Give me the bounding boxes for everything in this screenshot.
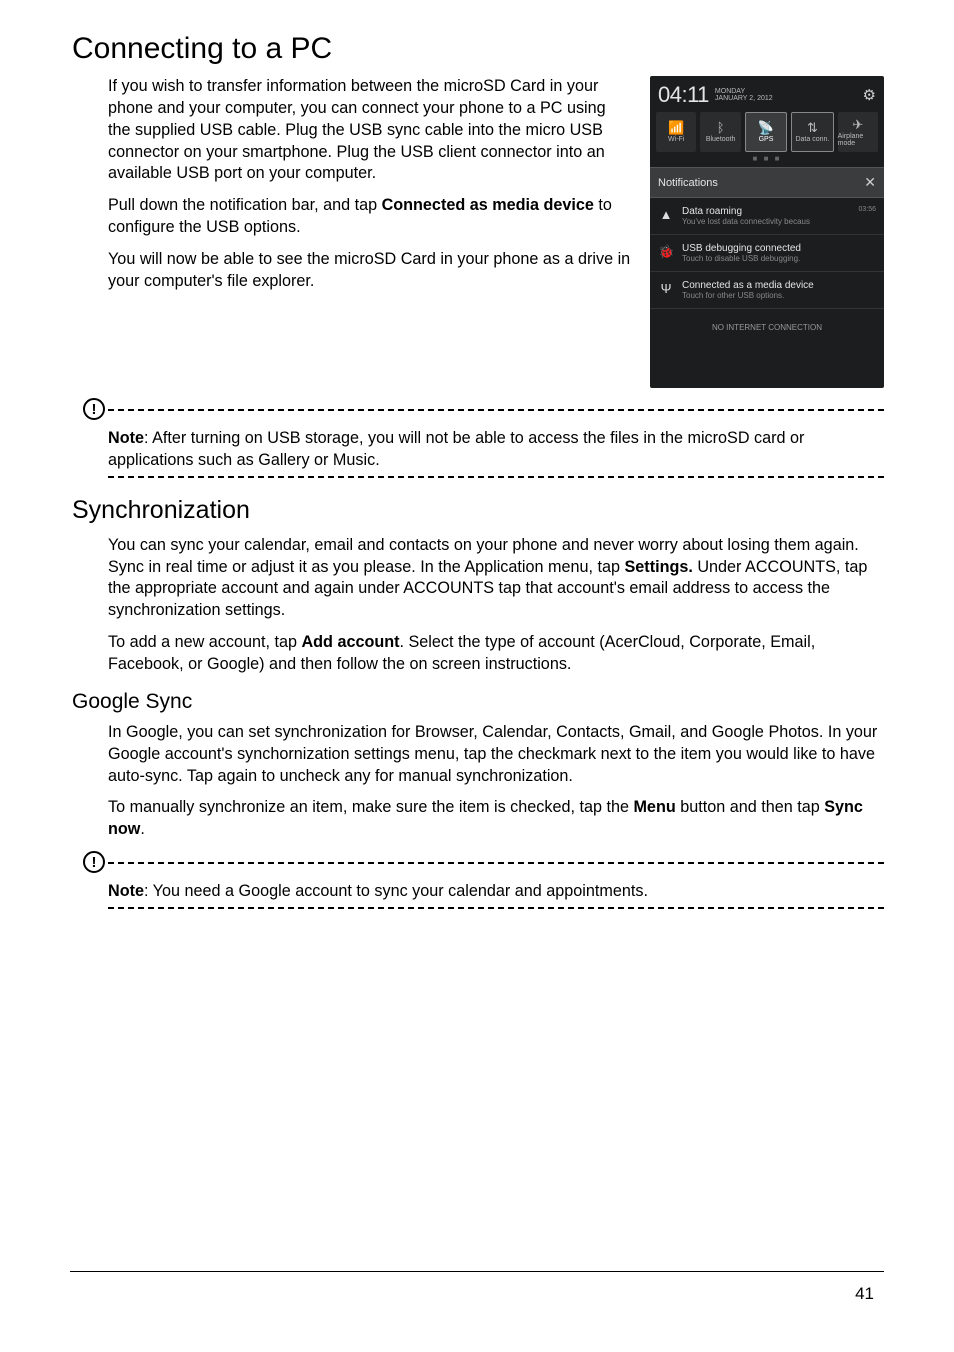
usb-icon: Ψ [658, 281, 674, 296]
bold-add-account: Add account [301, 633, 399, 651]
note-google-account: Note: You need a Google account to sync … [108, 881, 884, 903]
notif-subtitle: Touch to disable USB debugging. [682, 254, 801, 263]
toggle-label: Bluetooth [706, 136, 736, 143]
note-usb-storage: Note: After turning on USB storage, you … [108, 428, 884, 472]
warning-icon: ▲ [658, 207, 674, 222]
toggle-data: ⇅ Data conn. [791, 112, 833, 152]
notif-time: 03:56 [858, 206, 876, 213]
text-frag: . [140, 820, 145, 838]
notif-title: Data roaming [682, 206, 810, 217]
paragraph-pulldown: Pull down the notification bar, and tap … [108, 195, 632, 239]
heading-connecting: Connecting to a PC [72, 32, 884, 66]
phone-notification-item: Ψ Connected as a media device Touch for … [650, 272, 884, 309]
text-frag: To manually synchronize an item, make su… [108, 798, 633, 816]
page-number: 41 [855, 1284, 874, 1304]
paragraph-google-sync: In Google, you can set synchronization f… [108, 722, 884, 788]
phone-screenshot: 04:11 MONDAY JANUARY 2, 2012 ⚙ 📶 Wi-Fi ᛒB… [650, 76, 884, 388]
phone-date-day: MONDAY [715, 88, 773, 95]
note-label: Note [108, 429, 144, 447]
toggle-wifi: 📶 Wi-Fi [656, 112, 696, 152]
notif-title: Connected as a media device [682, 280, 814, 291]
footer-rule [70, 1271, 884, 1272]
phone-status-bar: 04:11 MONDAY JANUARY 2, 2012 ⚙ [650, 76, 884, 112]
toggle-label: Wi-Fi [668, 136, 684, 143]
dashed-divider [108, 476, 884, 478]
notifications-label: Notifications [658, 177, 718, 189]
notif-subtitle: You've lost data connectivity becaus [682, 217, 810, 226]
notif-subtitle: Touch for other USB options. [682, 291, 814, 300]
phone-quick-toggles: 📶 Wi-Fi ᛒ Bluetooth 📡 GPS ⇅ Data conn. ✈ Airp… [650, 112, 884, 158]
phone-notification-item: 🐞 USB debugging connected Touch to disab… [650, 235, 884, 272]
toggle-label: GPS [759, 136, 774, 143]
toggle-airplane: ✈ Airplane mode [838, 112, 878, 152]
text-frag: : You need a Google account to sync your… [144, 882, 648, 900]
heading-google-sync: Google Sync [72, 690, 884, 714]
toggle-bluetooth: ᛒ Bluetooth [700, 112, 740, 152]
toggle-gps: 📡 GPS [745, 112, 787, 152]
toggle-label: Data conn. [795, 136, 829, 143]
dashed-divider [108, 862, 884, 864]
phone-notification-item: ▲ Data roaming You've lost data connecti… [650, 198, 884, 235]
bold-settings: Settings. [625, 558, 693, 576]
bold-connected-as-media: Connected as media device [382, 196, 594, 214]
note-icon: ! [83, 851, 105, 873]
settings-icon: ⚙ [863, 86, 876, 104]
phone-time: 04:11 [658, 82, 709, 108]
phone-no-connection: NO INTERNET CONNECTION [650, 309, 884, 344]
heading-synchronization: Synchronization [72, 496, 884, 525]
phone-notifications-header: Notifications ✕ [650, 167, 884, 198]
gps-icon: 📡 [758, 121, 774, 134]
text-frag: : After turning on USB storage, you will… [108, 429, 804, 469]
wifi-icon: 📶 [668, 121, 684, 134]
dashed-divider [108, 907, 884, 909]
note-label: Note [108, 882, 144, 900]
paragraph-result: You will now be able to see the microSD … [108, 249, 632, 293]
bluetooth-icon: ᛒ [717, 121, 725, 134]
phone-page-dots: ■ ■ ■ [650, 154, 884, 163]
airplane-icon: ✈ [852, 118, 863, 131]
notif-title: USB debugging connected [682, 243, 801, 254]
phone-date-full: JANUARY 2, 2012 [715, 95, 773, 102]
toggle-label: Airplane mode [838, 133, 878, 147]
usb-debug-icon: 🐞 [658, 244, 674, 260]
close-icon: ✕ [864, 174, 876, 191]
text-frag: button and then tap [676, 798, 825, 816]
note-icon: ! [83, 398, 105, 420]
data-icon: ⇅ [807, 121, 818, 134]
bold-menu: Menu [633, 798, 675, 816]
dashed-divider [108, 409, 884, 411]
paragraph-sync-intro: You can sync your calendar, email and co… [108, 535, 884, 622]
paragraph-add-account: To add a new account, tap Add account. S… [108, 632, 884, 676]
text-frag: To add a new account, tap [108, 633, 301, 651]
paragraph-intro: If you wish to transfer information betw… [108, 76, 632, 185]
paragraph-manual-sync: To manually synchronize an item, make su… [108, 797, 884, 841]
text-frag: Pull down the notification bar, and tap [108, 196, 382, 214]
